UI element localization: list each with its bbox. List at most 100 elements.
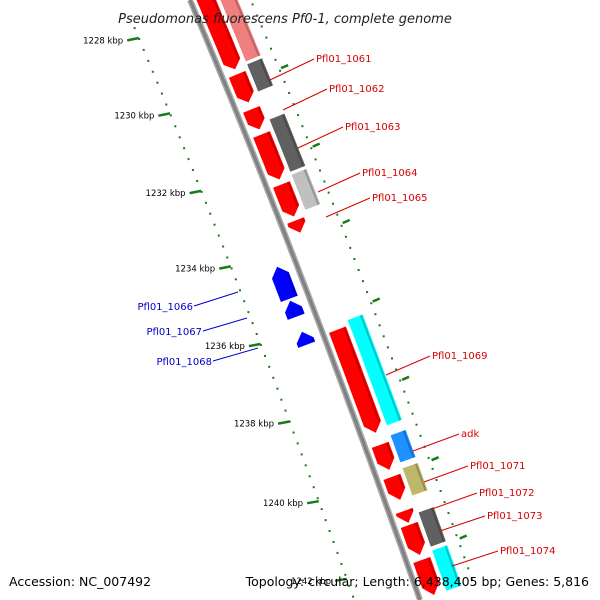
tick-dot-right [288, 92, 291, 94]
forward-cds-8 [383, 473, 406, 500]
tick-dot-right [403, 390, 406, 393]
forward-cds-6 [329, 326, 381, 433]
tick-dot-right [386, 346, 389, 349]
tick-dot-left [348, 584, 351, 587]
forward-cds-4-shade [287, 181, 299, 207]
tick-dot-right [471, 578, 474, 581]
tick-dot-left [268, 365, 271, 368]
forward-cds-6-shade [343, 326, 380, 422]
tick-dot-left [243, 300, 246, 303]
gene-label-Pfl01_1063[interactable]: Pfl01_1063 [345, 122, 401, 133]
tick-dot-right [332, 202, 334, 205]
cog-band-5-shade [402, 430, 415, 458]
tick-dot-right [399, 379, 402, 382]
cog-band-7 [418, 507, 446, 547]
reverse-cds-2-shade [310, 337, 315, 343]
cog-band-4 [347, 314, 402, 426]
forward-cds-3 [253, 131, 285, 180]
gene-label-Pfl01_1064[interactable]: Pfl01_1064 [362, 168, 418, 179]
cog-band-2 [269, 113, 306, 172]
cog-band-2-shade [281, 113, 305, 167]
gene-label-Pfl01_1073[interactable]: Pfl01_1073 [487, 511, 543, 522]
tick-dot-left [276, 387, 279, 390]
tick-dot-right [279, 69, 282, 72]
genome-summary-text: Topology: circular; Length: 6,438,405 bp… [245, 574, 589, 589]
major-tick [277, 420, 290, 425]
forward-cds-1-shade [242, 71, 253, 93]
tick-dot-right [391, 357, 393, 360]
tick-dot-right [260, 25, 263, 28]
tick-dot-right [431, 467, 434, 470]
tick-dot-right [447, 512, 450, 515]
forward-cds-11 [413, 557, 440, 595]
cog-band-3-shade [303, 169, 320, 206]
tick-dot-left [352, 595, 355, 598]
tick-dot-left [272, 376, 275, 379]
tick-dot-left [142, 48, 145, 51]
gene-label-Pfl01_1072[interactable]: Pfl01_1072 [479, 488, 535, 499]
leader-line [385, 355, 431, 376]
cog-band-0-shade [234, 0, 260, 57]
scale-labels: 1228 kbp 1230 kbp 1232 kbp 1234 kbp 1236 kbp… [83, 36, 468, 587]
leader-line [431, 492, 478, 510]
tick-dot-left [133, 27, 136, 30]
gene-label-Pfl01_1069[interactable]: Pfl01_1069 [432, 351, 488, 362]
leader-line [412, 433, 460, 452]
tick-dot-right [340, 224, 343, 227]
tick-dot-left [264, 354, 266, 357]
cog-band-6 [402, 463, 428, 496]
tick-dot-right [314, 158, 317, 161]
gene-features [196, 0, 440, 595]
gene-label-Pfl01_1061[interactable]: Pfl01_1061 [316, 54, 372, 65]
leader-line [282, 88, 328, 111]
tick-dot-left [160, 92, 163, 95]
forward-cds-0-shade [212, 0, 240, 60]
tick-dot-right [459, 545, 462, 548]
major-tick [126, 36, 140, 42]
accession-text: Accession: NC_007492 [9, 574, 151, 589]
tick-dot-right [349, 246, 352, 249]
tick-dot-left [324, 519, 327, 522]
tick-dot-left [247, 311, 250, 314]
scale-label: 1240 kbp [263, 499, 303, 509]
reverse-cds-2 [296, 331, 316, 348]
tick-dot-left [230, 267, 233, 270]
gene-label-Pfl01_1066[interactable]: Pfl01_1066 [137, 302, 193, 313]
gene-label-adk[interactable]: adk [461, 429, 479, 440]
gene-label-Pfl01_1065[interactable]: Pfl01_1065 [372, 193, 428, 204]
gene-label-Pfl01_1068[interactable]: Pfl01_1068 [156, 357, 212, 368]
scale-label: 1232 kbp [146, 189, 186, 199]
gene-label-Pfl01_1067[interactable]: Pfl01_1067 [146, 327, 202, 338]
leader-line [439, 515, 486, 532]
tick-dot-right [378, 324, 381, 327]
tick-dot-left [259, 343, 262, 346]
tick-dot-right [323, 180, 326, 183]
map-title: Pseudomonas fluorescens Pf0-1, complete … [118, 12, 452, 27]
forward-cds-4 [273, 181, 300, 217]
tick-dot-left [213, 223, 216, 226]
tick-dot-left [239, 289, 241, 292]
tick-dot-left [332, 541, 335, 543]
tick-dot-left [300, 453, 303, 456]
major-tick-right [342, 218, 351, 225]
scale-label: 1238 kbp [234, 420, 274, 430]
major-tick-right [431, 456, 440, 462]
gene-label-Pfl01_1074[interactable]: Pfl01_1074 [500, 546, 556, 557]
cog-band-6-shade [414, 463, 427, 492]
label-leaders [193, 58, 499, 567]
tick-dot-left [234, 278, 237, 281]
tick-dot-right [357, 269, 360, 271]
forward-cds-7 [371, 441, 395, 470]
tick-dot-left [284, 409, 287, 412]
gene-label-Pfl01_1071[interactable]: Pfl01_1071 [470, 461, 526, 472]
major-tick-right [401, 375, 410, 381]
major-tick-right [312, 142, 321, 148]
leader-line [212, 347, 259, 362]
tick-dot-right [463, 556, 466, 559]
scale-label: 1234 kbp [175, 265, 215, 275]
tick-dot-right [435, 479, 438, 481]
tick-dot-left [296, 442, 299, 445]
tick-dot-right [419, 434, 422, 437]
gene-label-Pfl01_1062[interactable]: Pfl01_1062 [329, 84, 385, 95]
forward-cds-2 [243, 106, 265, 130]
